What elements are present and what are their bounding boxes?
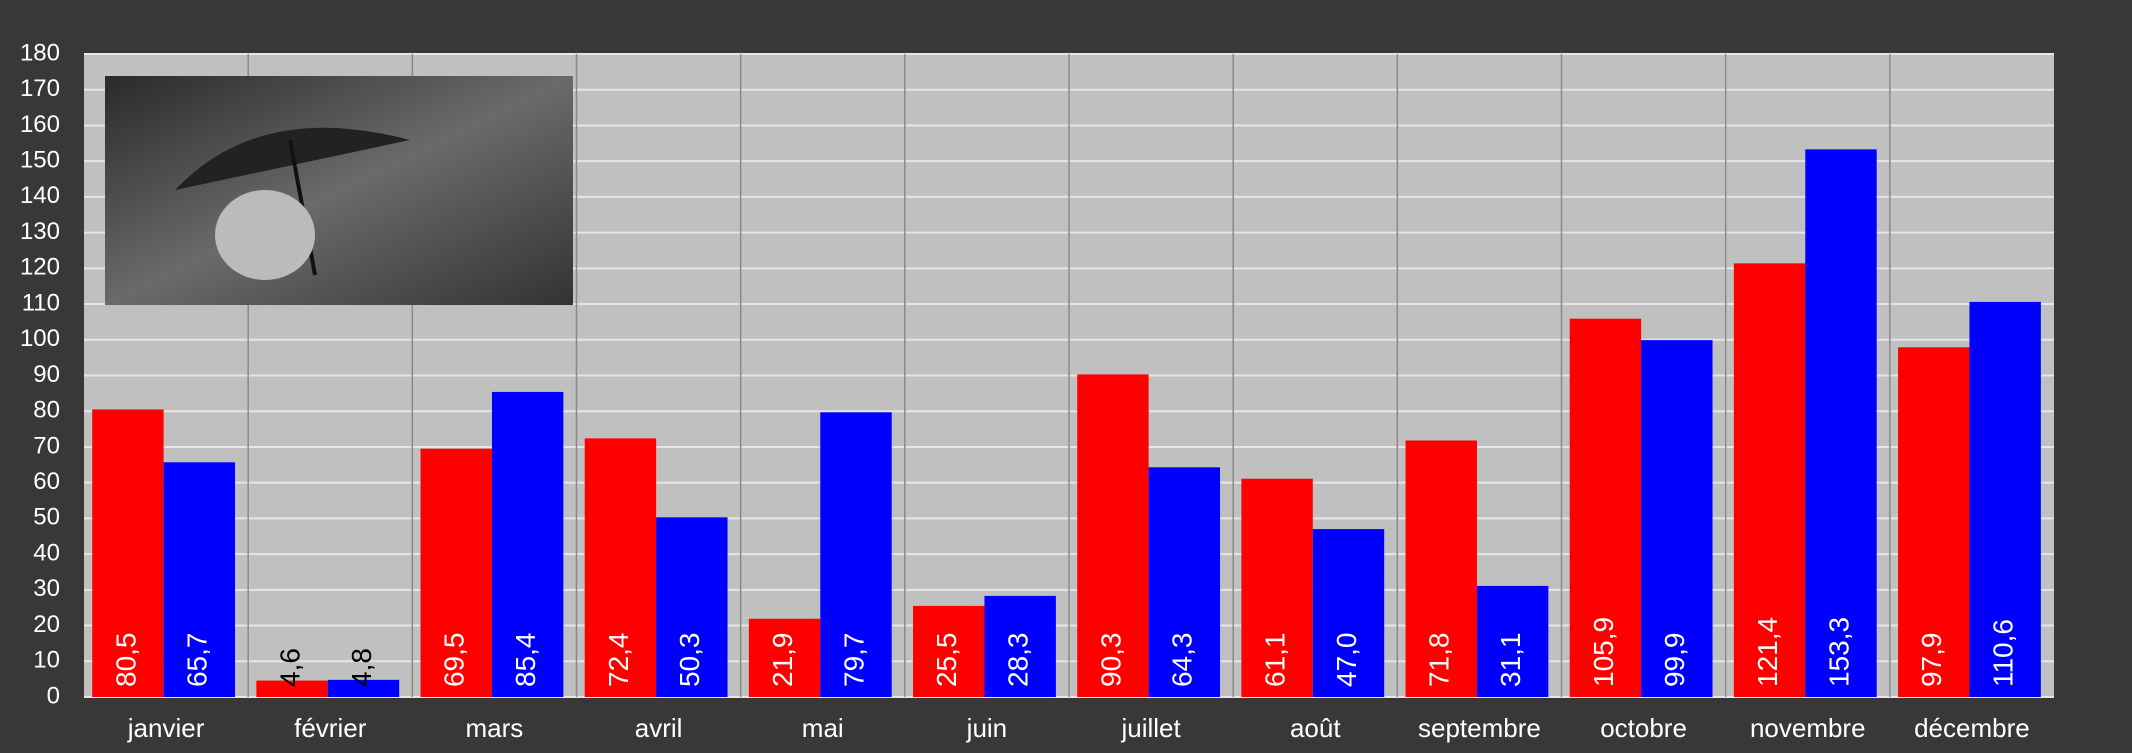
- x-tick-label: août: [1290, 713, 1341, 743]
- x-tick-label: janvier: [127, 713, 205, 743]
- y-tick-label: 120: [20, 254, 60, 281]
- y-tick-label: 60: [33, 468, 60, 495]
- y-tick-label: 100: [20, 325, 60, 352]
- x-tick-label: mars: [466, 713, 524, 743]
- y-tick-label: 130: [20, 218, 60, 245]
- y-tick-label: 20: [33, 611, 60, 638]
- x-tick-label: septembre: [1418, 713, 1541, 743]
- y-tick-label: 90: [33, 361, 60, 388]
- value-label: 153,3: [1823, 617, 1854, 687]
- value-label: 72,4: [603, 633, 634, 688]
- x-tick-label: février: [294, 713, 367, 743]
- value-label: 47,0: [1331, 633, 1362, 688]
- photo: [105, 76, 573, 305]
- x-tick-label: avril: [635, 713, 683, 743]
- value-label: 79,7: [838, 633, 869, 688]
- value-label: 28,3: [1003, 633, 1034, 688]
- value-label: 4,8: [346, 648, 377, 687]
- value-label: 64,3: [1167, 633, 1198, 688]
- x-tick-label: juin: [966, 713, 1007, 743]
- x-tick-label: octobre: [1600, 713, 1687, 743]
- value-label: 61,1: [1259, 633, 1290, 688]
- value-label: 31,1: [1495, 633, 1526, 688]
- chart: 80,5 65,7 4,6 4,8 69,5 85,4 72,4 50,3 21,9 79,7 25…: [0, 0, 2132, 753]
- value-label: 50,3: [674, 633, 705, 688]
- x-tick-label: juillet: [1120, 713, 1181, 743]
- value-label: 97,9: [1916, 633, 1947, 688]
- y-tick-label: 10: [33, 647, 60, 674]
- y-tick-label: 150: [20, 147, 60, 174]
- value-label: 85,4: [510, 633, 541, 688]
- value-label: 80,5: [110, 633, 141, 688]
- value-label: 90,3: [1095, 633, 1126, 688]
- y-tick-label: 180: [20, 39, 60, 66]
- x-tick-label: novembre: [1750, 713, 1866, 743]
- value-label: 65,7: [182, 633, 213, 688]
- y-tick-label: 140: [20, 182, 60, 209]
- y-tick-label: 30: [33, 575, 60, 602]
- value-label: 105,9: [1588, 617, 1619, 687]
- x-tick-label: mai: [802, 713, 844, 743]
- y-tick-label: 160: [20, 111, 60, 138]
- value-label: 121,4: [1752, 617, 1783, 687]
- y-tick-label: 70: [33, 432, 60, 459]
- value-label: 71,8: [1424, 633, 1455, 688]
- y-tick-label: 40: [33, 539, 60, 566]
- y-tick-label: 80: [33, 397, 60, 424]
- value-label: 4,6: [274, 648, 305, 687]
- value-label: 99,9: [1659, 633, 1690, 688]
- y-tick-label: 50: [33, 504, 60, 531]
- y-tick-label: 110: [22, 289, 60, 316]
- value-label: 21,9: [767, 633, 798, 688]
- x-tick-label: décembre: [1914, 713, 2030, 743]
- child: [215, 190, 315, 280]
- value-label: 69,5: [439, 633, 470, 688]
- bar: [1805, 149, 1876, 697]
- y-tick-label: 170: [20, 75, 60, 102]
- y-tick-label: 0: [47, 682, 60, 709]
- value-label: 25,5: [931, 633, 962, 688]
- value-label: 110,6: [1988, 619, 2019, 687]
